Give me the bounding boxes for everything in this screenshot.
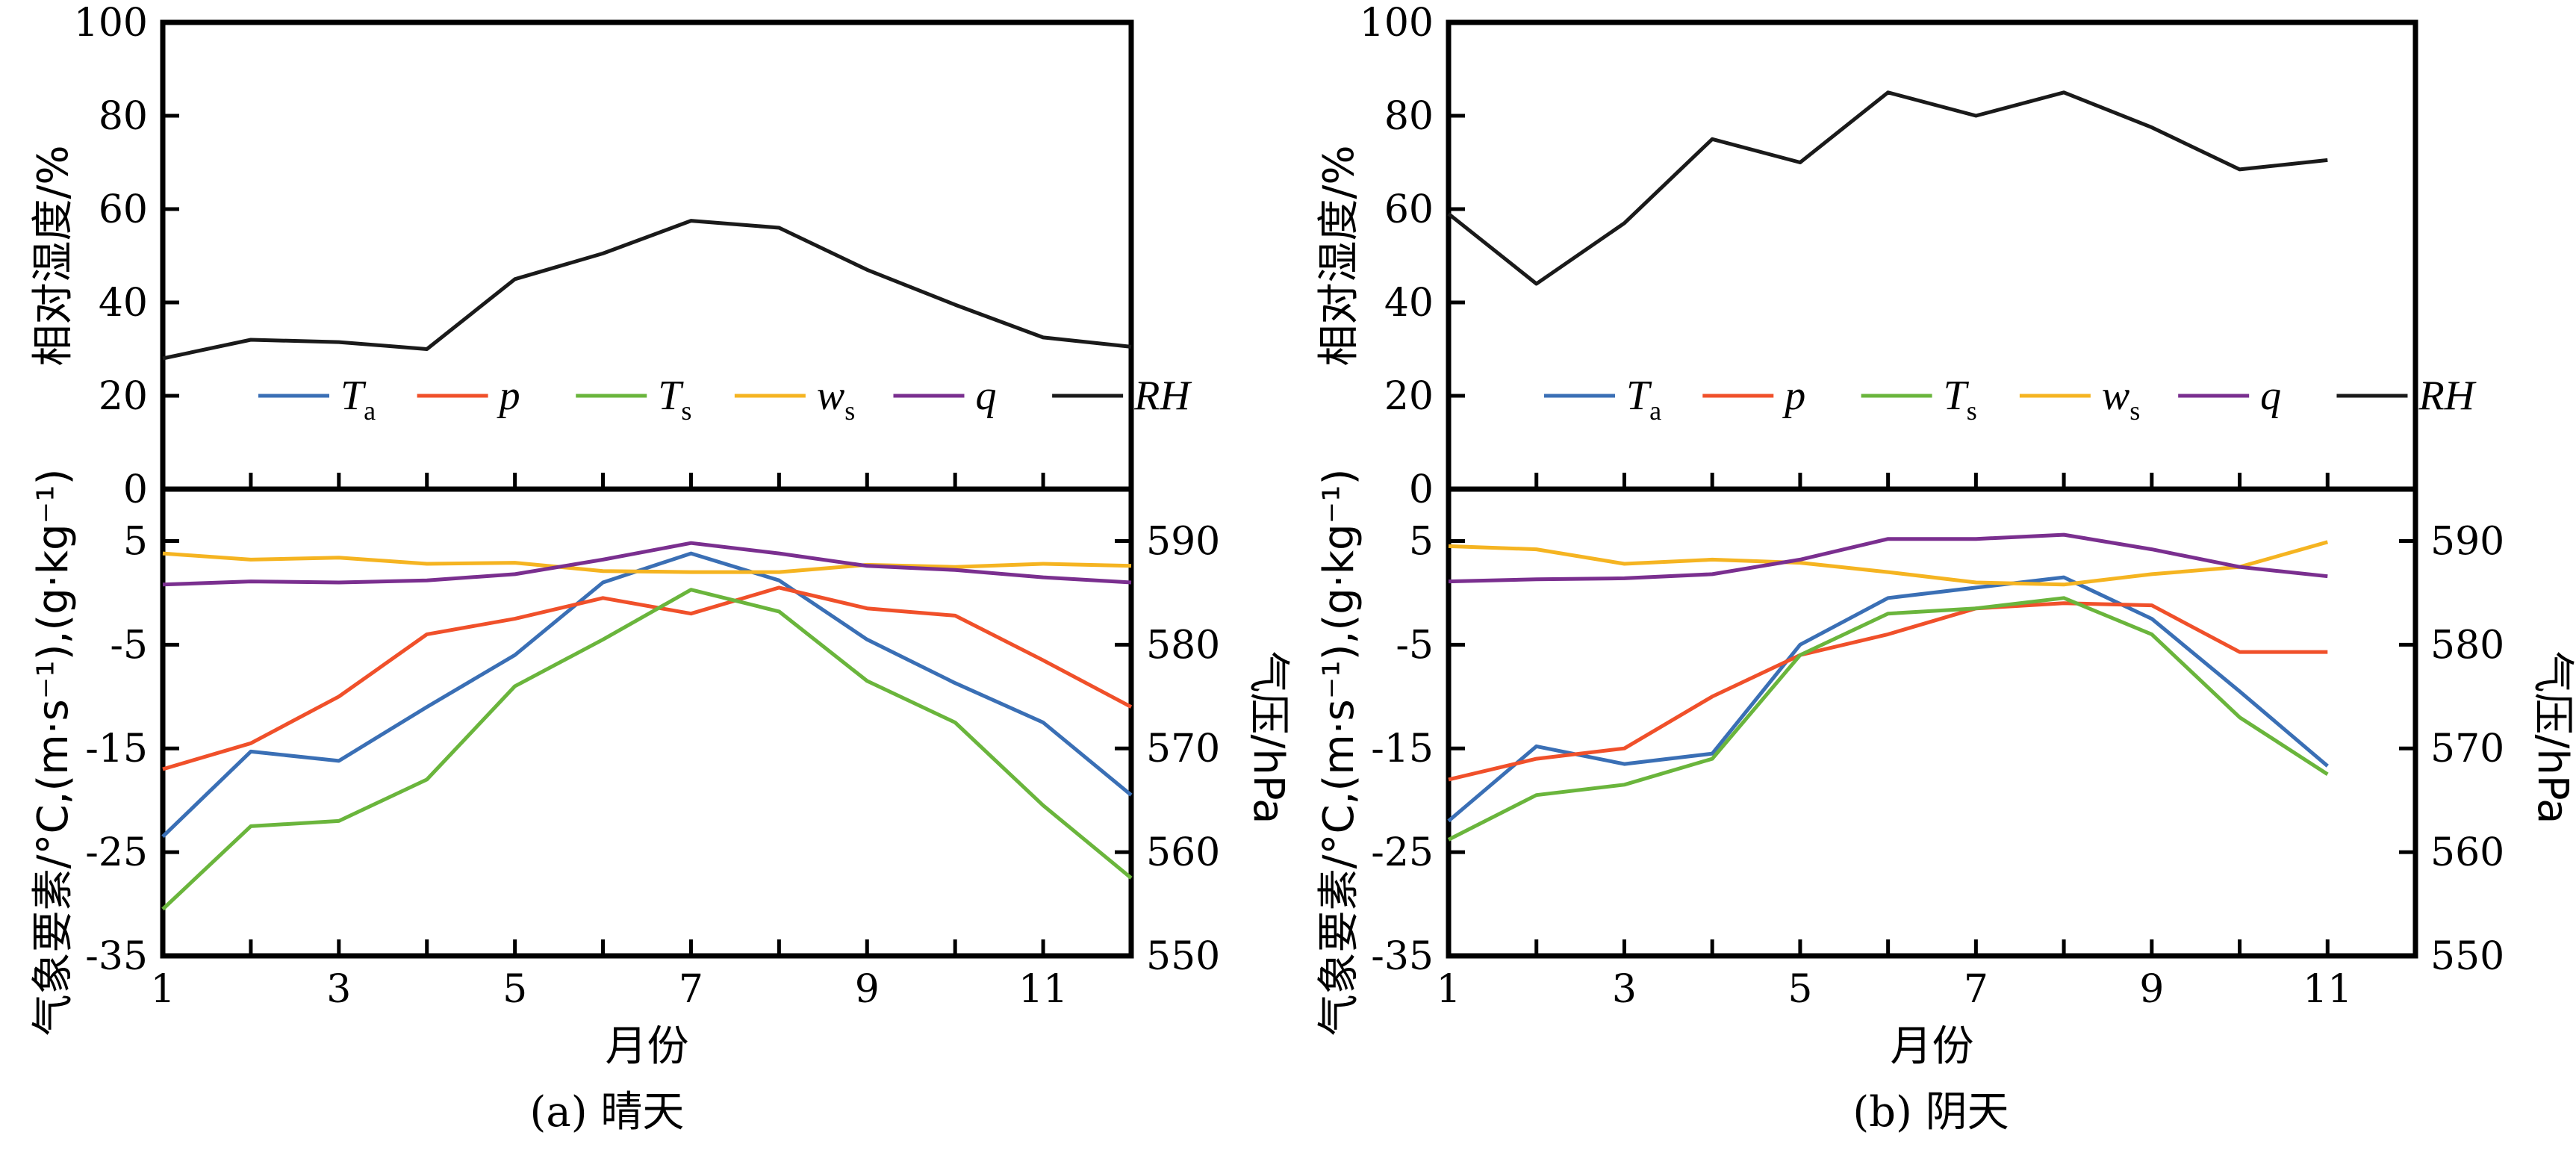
x-tick-label: 9 xyxy=(855,967,880,1012)
bottom-left-y-tick-label: -5 xyxy=(110,623,148,668)
legend-label: Ts xyxy=(1944,373,1977,426)
bottom-right-y-tick-label: 560 xyxy=(2430,830,2504,875)
legend-item-p: p xyxy=(1702,373,1805,419)
legend-label: RH xyxy=(2418,373,2476,419)
bottom-right-y-tick-label: 580 xyxy=(1146,623,1220,668)
bottom-right-y-tick-label: 550 xyxy=(1146,934,1220,979)
series-line-ta-bottom xyxy=(161,551,1133,839)
bottom-left-y-axis-title: 气象要素/°C,(m·s⁻¹),(g·kg⁻¹) xyxy=(29,469,78,1037)
panel-caption: (a) 晴天 xyxy=(530,1088,685,1137)
top-y-tick-label: 0 xyxy=(123,467,148,512)
bottom-left-y-tick-label: 5 xyxy=(1409,519,1434,564)
bottom-left-y-tick-label: -35 xyxy=(85,934,148,979)
bottom-right-y-tick-label: 580 xyxy=(2430,623,2504,668)
bottom-left-y-tick-label: -25 xyxy=(1371,830,1434,875)
legend-label: ws xyxy=(817,373,855,426)
legend-item-ta: Ta xyxy=(1544,373,1661,426)
legend-label: Ta xyxy=(340,373,376,426)
legend-item-rh: RH xyxy=(1052,373,1192,419)
bottom-right-y-tick-label: 570 xyxy=(2430,727,2504,771)
legend-item-ws: ws xyxy=(2019,373,2140,426)
legend-label: Ts xyxy=(658,373,691,426)
top-y-tick-label: 80 xyxy=(99,94,148,139)
series-line-rh-top xyxy=(1447,90,2328,286)
bottom-right-y-axis-title: 气压/hPa xyxy=(1244,651,1292,824)
top-plot-frame xyxy=(1446,19,2418,492)
x-tick-label: 5 xyxy=(503,967,527,1012)
series-line-ws-bottom xyxy=(162,551,1132,574)
top-y-tick-label: 60 xyxy=(99,187,148,232)
legend-item-ts: Ts xyxy=(1861,373,1977,426)
bottom-left-y-tick-label: -25 xyxy=(85,830,148,875)
x-tick-label: 1 xyxy=(1436,967,1460,1012)
legend-label: ws xyxy=(2102,373,2140,426)
legend-item-ts: Ts xyxy=(576,373,691,426)
series-line-q-bottom xyxy=(162,541,1132,587)
bottom-right-y-tick-label: 550 xyxy=(2430,934,2504,979)
bottom-left-y-tick-label: -5 xyxy=(1396,623,1434,668)
series-line-rh-top xyxy=(162,219,1132,361)
panel-caption: (b) 阴天 xyxy=(1852,1088,2009,1137)
bottom-left-y-tick-label: -35 xyxy=(1371,934,1434,979)
bottom-left-y-tick-label: -15 xyxy=(85,727,148,771)
chart-panel-b: 0 20 40 60 80 100 5 -5 -15 -25 -35 590 580 570 560 550 1… xyxy=(1315,1,2576,1137)
top-y-axis-title: 相对湿度/% xyxy=(1315,145,1363,366)
series-line-ts-bottom xyxy=(161,588,1133,911)
legend-label: q xyxy=(975,373,996,419)
x-tick-label: 11 xyxy=(1018,967,1068,1012)
top-y-tick-label: 60 xyxy=(1384,187,1434,232)
legend: Ta p Ts ws q RH xyxy=(258,373,1192,426)
x-tick-label: 9 xyxy=(2139,967,2164,1012)
bottom-right-y-axis-title: 气压/hPa xyxy=(2528,651,2576,824)
bottom-right-y-tick-label: 590 xyxy=(2430,519,2504,564)
legend-item-ws: ws xyxy=(734,373,855,426)
bottom-right-y-tick-label: 560 xyxy=(1146,830,1220,875)
x-tick-label: 7 xyxy=(1964,967,1988,1012)
legend-label: p xyxy=(1782,373,1805,419)
bottom-left-y-tick-label: 5 xyxy=(123,519,148,564)
bottom-plot-frame xyxy=(160,486,1134,959)
top-y-tick-label: 20 xyxy=(99,374,148,419)
x-axis-title: 月份 xyxy=(606,1022,689,1071)
series-line-p-bottom xyxy=(162,585,1133,771)
legend-item-p: p xyxy=(417,373,520,419)
top-y-tick-label: 40 xyxy=(99,281,148,326)
bottom-left-y-axis-title: 气象要素/°C,(m·s⁻¹),(g·kg⁻¹) xyxy=(1315,469,1363,1037)
bottom-right-y-tick-label: 570 xyxy=(1146,727,1220,771)
top-y-tick-label: 40 xyxy=(1384,281,1434,326)
x-axis-title: 月份 xyxy=(1891,1022,1974,1071)
legend-label: p xyxy=(497,373,520,419)
x-tick-label: 3 xyxy=(326,967,351,1012)
series-line-p-bottom xyxy=(1448,601,2328,782)
top-y-tick-label: 0 xyxy=(1409,467,1434,512)
x-tick-label: 11 xyxy=(2303,967,2352,1012)
bottom-right-y-tick-label: 590 xyxy=(1146,519,1220,564)
legend-item-q: q xyxy=(893,373,996,419)
x-tick-label: 3 xyxy=(1612,967,1637,1012)
top-y-tick-label: 80 xyxy=(1384,94,1434,139)
bottom-left-y-tick-label: -15 xyxy=(1371,727,1434,771)
legend-label: q xyxy=(2260,373,2281,419)
legend-item-ta: Ta xyxy=(258,373,376,426)
legend-label: Ta xyxy=(1626,373,1661,426)
legend-label: RH xyxy=(1133,373,1192,419)
x-tick-label: 5 xyxy=(1788,967,1812,1012)
x-tick-label: 1 xyxy=(150,967,175,1012)
top-y-tick-label: 100 xyxy=(74,1,148,46)
top-plot-frame xyxy=(160,19,1134,492)
legend: Ta p Ts ws q RH xyxy=(1544,373,2477,426)
chart-panel-a: 0 20 40 60 80 100 5 -5 -15 -25 -35 590 580 570 560 550 1… xyxy=(29,1,1292,1137)
bottom-plot-frame xyxy=(1446,486,2418,959)
legend-item-q: q xyxy=(2178,373,2281,419)
top-y-axis-title: 相对湿度/% xyxy=(29,145,78,366)
legend-item-rh: RH xyxy=(2336,373,2477,419)
x-tick-label: 7 xyxy=(679,967,703,1012)
top-y-tick-label: 100 xyxy=(1360,1,1434,46)
top-y-tick-label: 20 xyxy=(1384,374,1434,419)
